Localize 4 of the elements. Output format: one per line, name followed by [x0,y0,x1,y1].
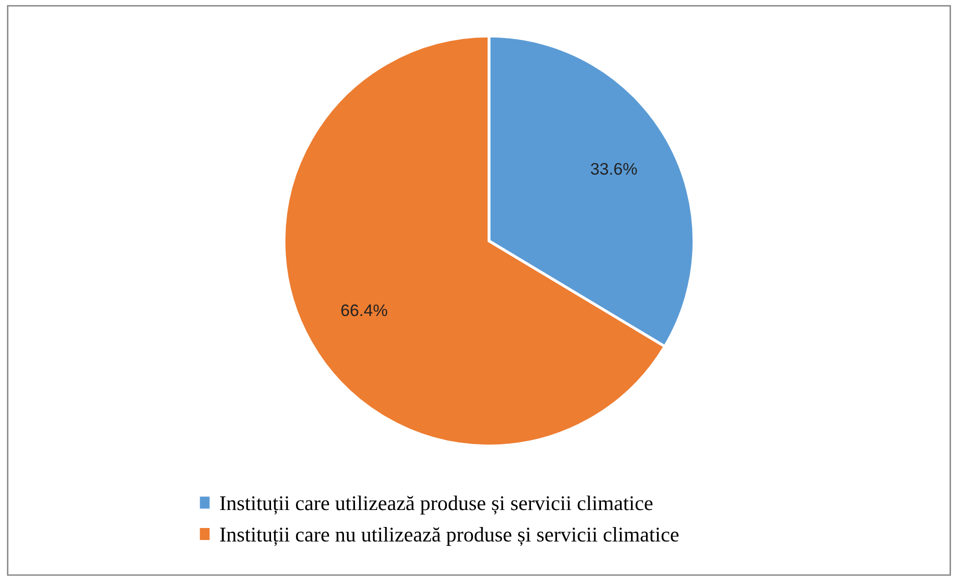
legend-label: Instituții care utilizează produse și servicii climatice [220,496,652,514]
data-label: 33.6% [590,162,637,175]
legend-label: Instituții care nu utilizează produse și servicii climatice [220,526,679,546]
data-label: 66.4% [341,304,388,316]
